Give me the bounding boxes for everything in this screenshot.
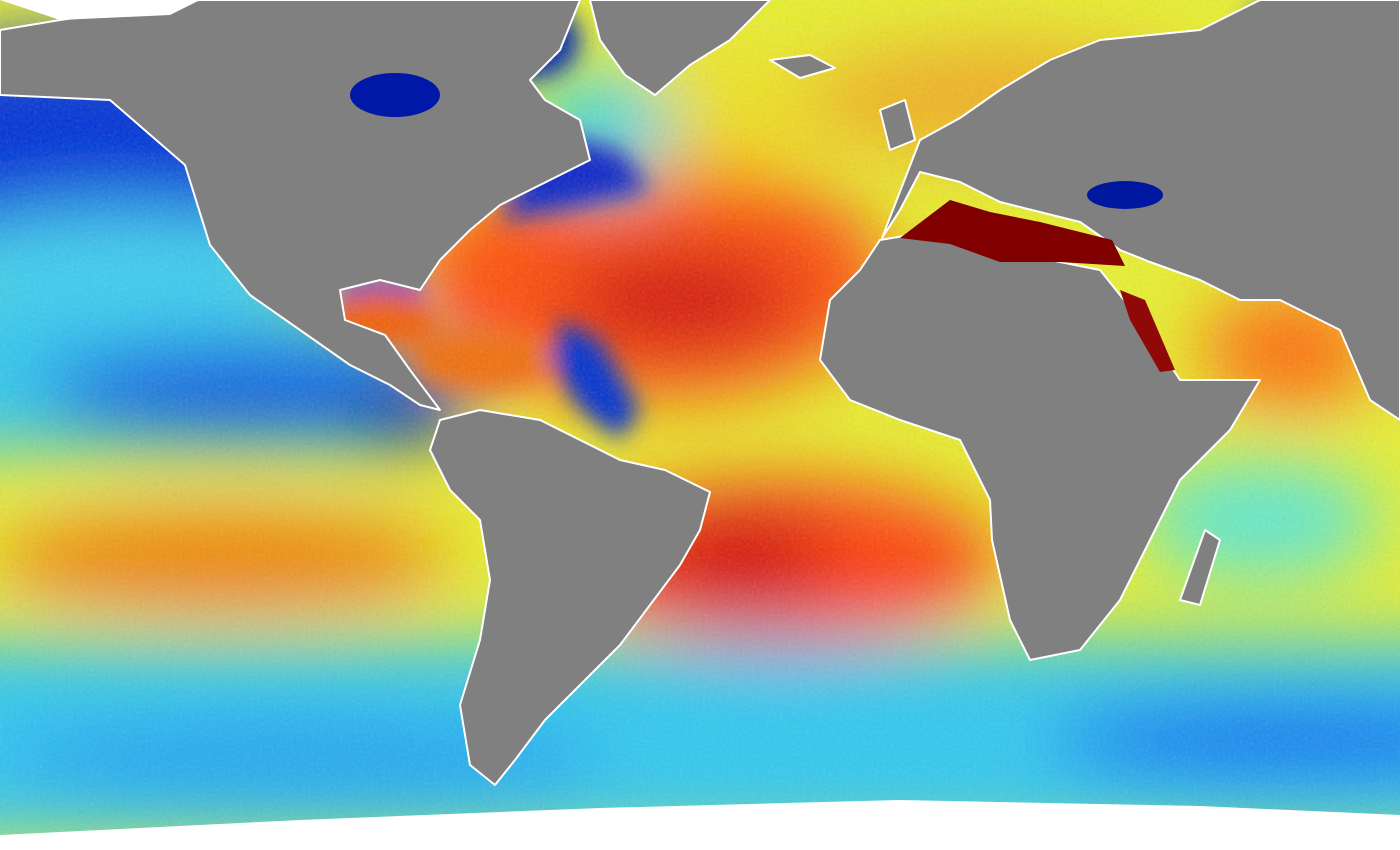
eurasia [881, 0, 1400, 421]
hudson-bay [350, 73, 440, 117]
greenland [589, 0, 771, 96]
black-sea [1087, 181, 1163, 209]
madagascar [1179, 529, 1221, 606]
arctic-ice [0, 0, 200, 20]
south-america [429, 409, 711, 786]
iceland [769, 54, 836, 79]
red-sea [1120, 290, 1175, 372]
antarctica [0, 800, 1400, 850]
north-america [0, 0, 591, 411]
mediterranean [900, 200, 1125, 266]
britain [879, 99, 916, 151]
